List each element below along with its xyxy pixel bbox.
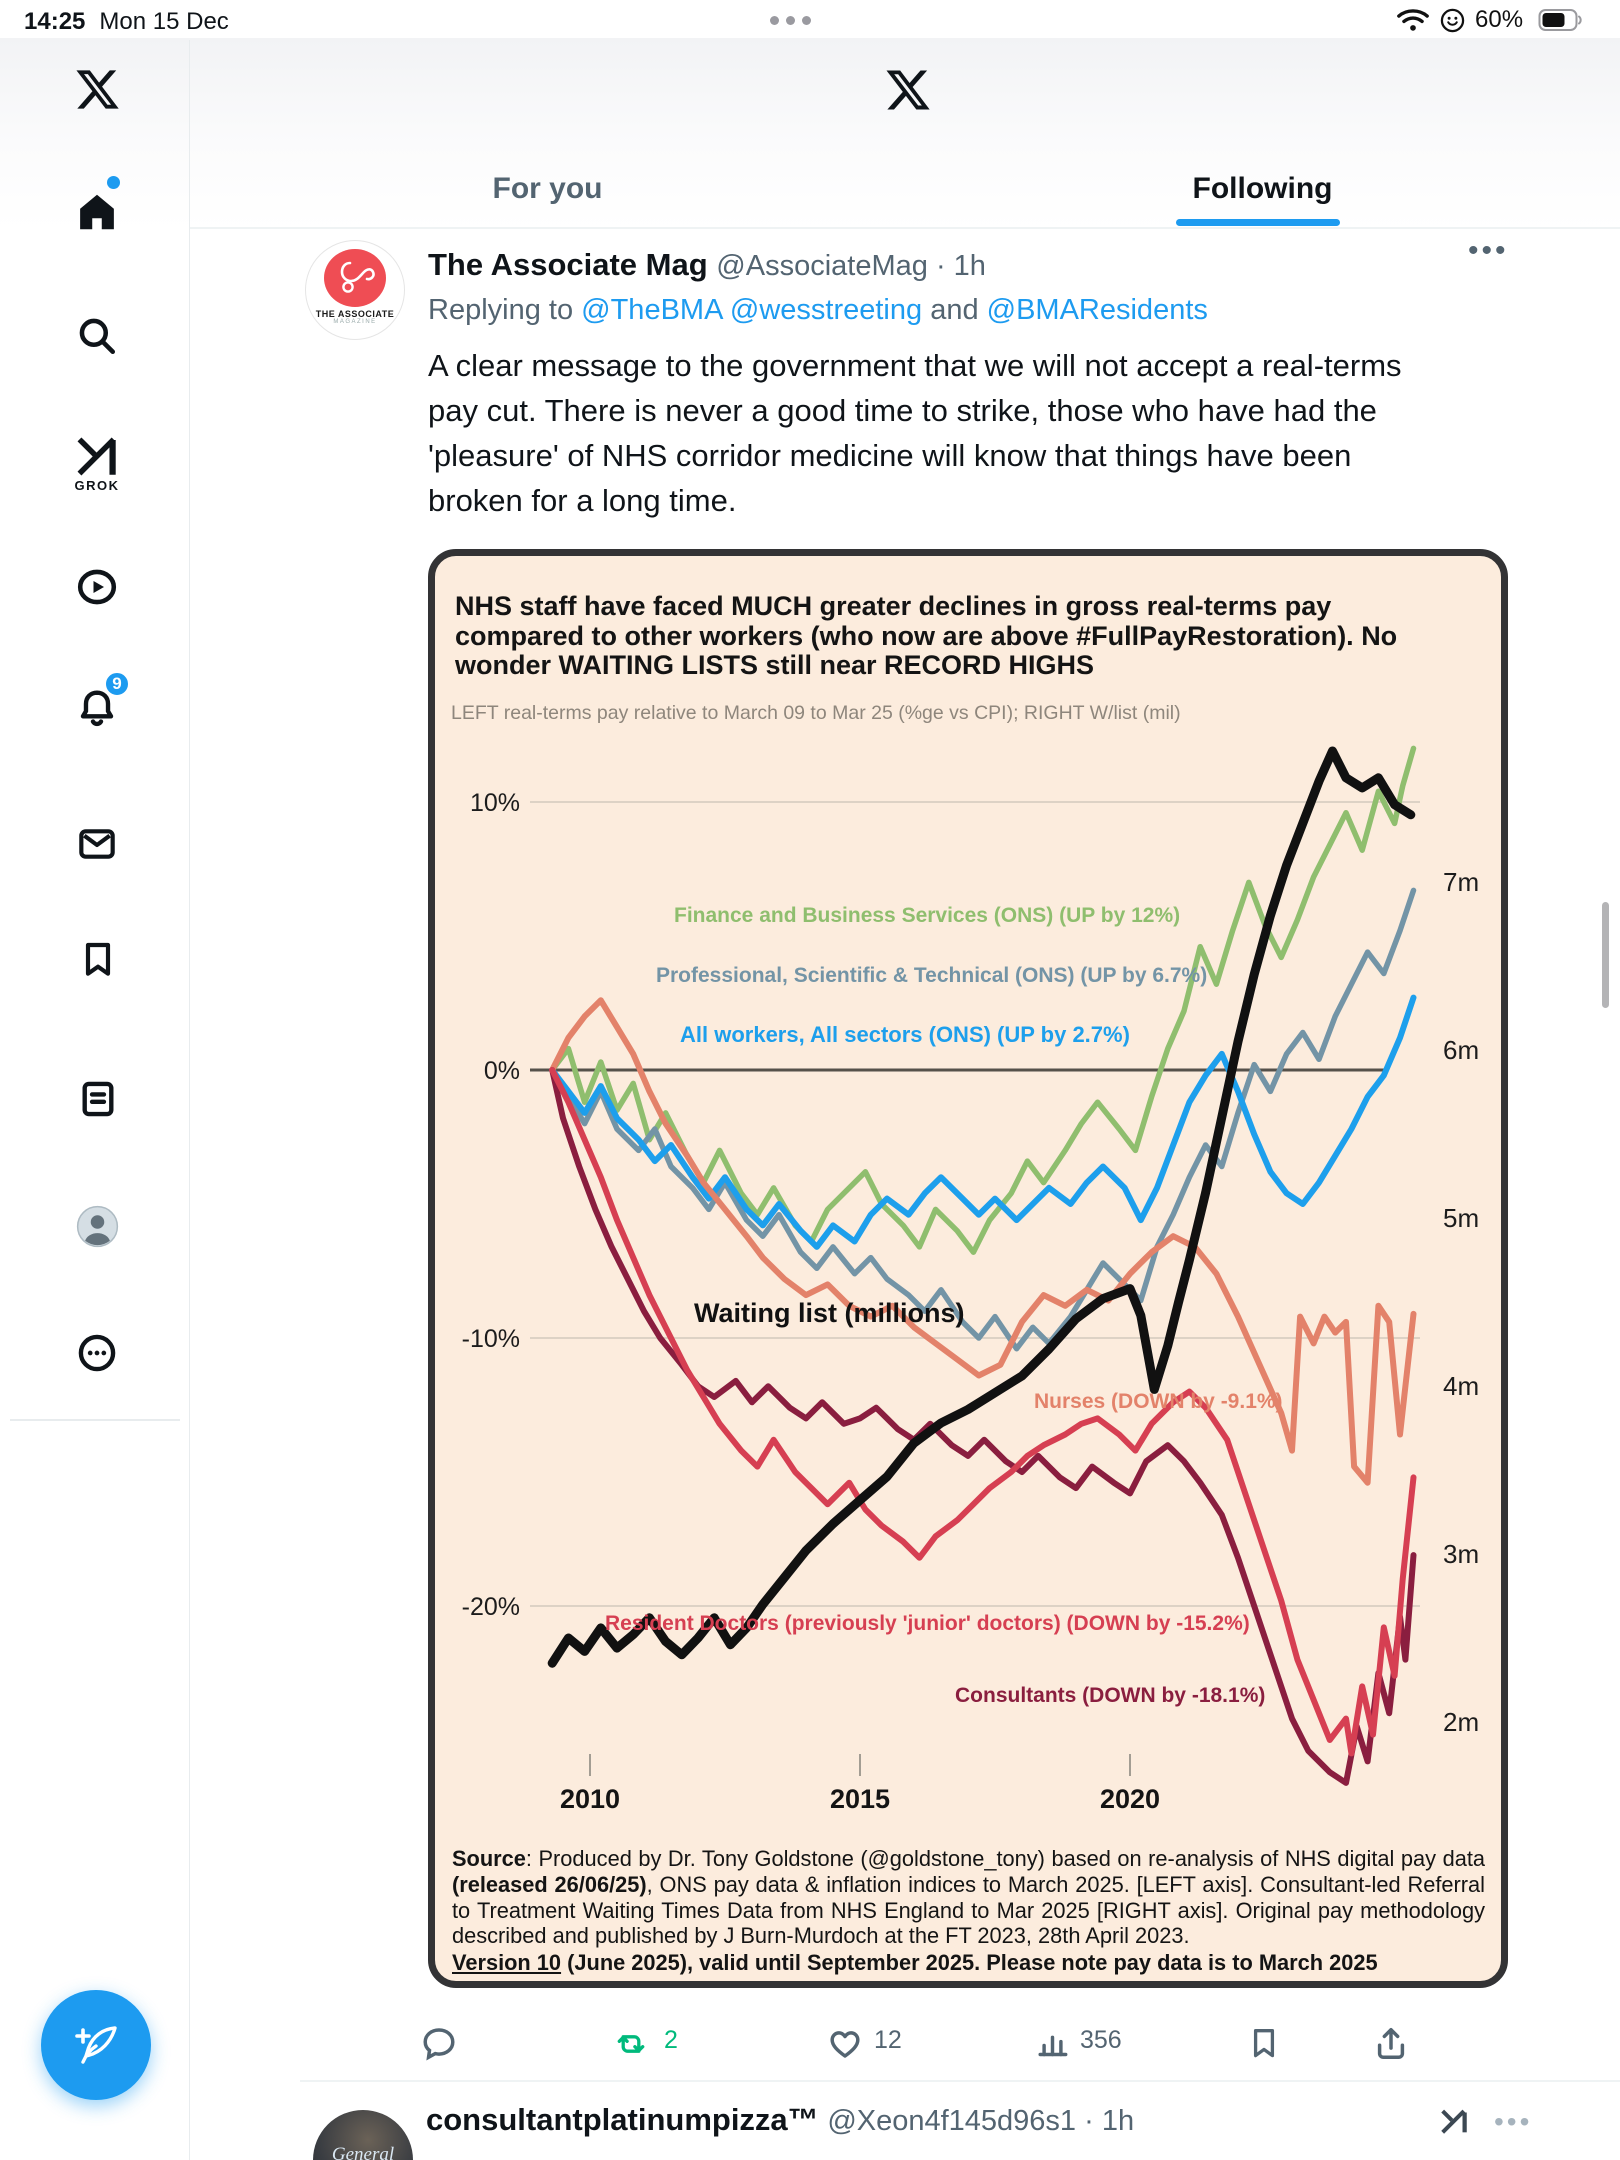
grok-label: GROK (74, 478, 120, 493)
avatar-text-line1: THE ASSOCIATE (315, 309, 395, 319)
tweet2-handle[interactable]: @Xeon4f145d96s1 (827, 2105, 1077, 2137)
reply-icon[interactable] (420, 2024, 458, 2062)
like-icon[interactable] (826, 2025, 864, 2063)
home-unread-dot (107, 176, 120, 189)
bookmark-icon[interactable] (1246, 2024, 1282, 2062)
series-label-professional: Professional, Scientific & Technical (ON… (656, 964, 1208, 987)
battery-icon (1538, 9, 1582, 31)
status-right-cluster: 60% (1396, 6, 1590, 34)
notification-badge: 9 (103, 670, 131, 698)
retweet-icon[interactable] (612, 2026, 650, 2062)
tab-following[interactable]: Following (1192, 172, 1333, 205)
tweet-timestamp: · 1h (935, 250, 986, 282)
series-label-waiting-list: Waiting list (millions) (694, 1298, 965, 1328)
tweet-more-icon[interactable]: ••• (1468, 234, 1509, 267)
reply-mention-bmaresidents[interactable]: @BMAResidents (986, 294, 1208, 326)
reply-mention-wesstreeting[interactable]: @wesstreeting (729, 294, 923, 326)
tweet-media-chart[interactable]: 10% 0% -10% -20% 7m 6m 5m 4m 3m 2m 2010 2015 2020 NH… (428, 549, 1508, 1988)
header-gradient (0, 38, 1620, 230)
like-count[interactable]: 12 (874, 2026, 902, 2054)
lists-icon[interactable] (77, 1078, 119, 1120)
svg-text:2010: 2010 (560, 1784, 620, 1814)
svg-text:10%: 10% (470, 789, 520, 817)
status-date: Mon 15 Dec (99, 8, 229, 35)
chart-version-text: Version 10 (June 2025), valid until Sept… (452, 1950, 1378, 1975)
chart-source-text: Source: Produced by Dr. Tony Goldstone (… (452, 1846, 1485, 1949)
notifications-bell-icon[interactable] (76, 686, 118, 728)
chart-plot: 10% 0% -10% -20% 7m 6m 5m 4m 3m 2m 2010 2015 2020 (462, 745, 1479, 1814)
sidebar-section-divider (10, 1419, 180, 1421)
svg-text:7m: 7m (1443, 867, 1479, 897)
tweet2-more-icon[interactable]: ••• (1494, 2106, 1533, 2137)
status-time: 14:25 Mon 15 Dec (24, 8, 229, 35)
tweet2-display-name[interactable]: consultantplatinumpizza™ (426, 2102, 819, 2137)
tweet2-avatar[interactable]: General Medical (313, 2110, 413, 2160)
svg-text:2020: 2020 (1100, 1784, 1160, 1814)
x-logo-header (886, 70, 930, 110)
tweet-display-name[interactable]: The Associate Mag (428, 247, 708, 282)
series-label-resident-doctors: Resident Doctors (previously 'junior' do… (605, 1612, 1250, 1635)
tweet-avatar[interactable]: THE ASSOCIATE MAGAZINE (305, 240, 405, 340)
tweet-divider (300, 2080, 1620, 2082)
home-icon[interactable] (75, 190, 119, 234)
tweet-body-line: 'pleasure' of NHS corridor medicine will… (428, 438, 1352, 473)
svg-text:2015: 2015 (830, 1784, 890, 1814)
svg-text:5m: 5m (1443, 1203, 1479, 1233)
tweet-body-line: A clear message to the government that w… (428, 348, 1402, 383)
avatar-logo-mark (324, 249, 386, 307)
tweet2-avatar-text: General Medical (331, 2144, 395, 2160)
svg-text:-10%: -10% (462, 1325, 520, 1353)
header-divider (190, 227, 1620, 229)
battery-percent: 60% (1475, 6, 1524, 33)
profile-avatar-icon[interactable] (75, 1204, 120, 1249)
series-label-consultants: Consultants (DOWN by -18.1%) (955, 1684, 1266, 1707)
wifi-icon (1397, 9, 1429, 31)
tweet2-header: consultantplatinumpizza™ @Xeon4f145d96s1… (426, 2102, 1134, 2138)
search-icon[interactable] (76, 315, 118, 357)
tweet-body-line: broken for a long time. (428, 483, 737, 518)
series-label-nurses: Nurses (DOWN by -9.1%) (1034, 1390, 1283, 1413)
grok-icon[interactable] (74, 434, 120, 478)
tweet-header: The Associate Mag @AssociateMag · 1h (428, 247, 986, 283)
series-label-all-workers: All workers, All sectors (ONS) (UP by 2.… (680, 1022, 1130, 1047)
video-icon[interactable] (75, 566, 119, 608)
tweet2-timestamp: · 1h (1084, 2105, 1135, 2137)
x-logo-sidebar[interactable] (74, 66, 121, 113)
tweet2-grok-icon[interactable] (1437, 2102, 1471, 2140)
bookmarks-icon[interactable] (78, 938, 118, 980)
chart-canvas: 10% 0% -10% -20% 7m 6m 5m 4m 3m 2m 2010 2015 2020 NH… (435, 556, 1501, 1981)
sidebar-divider (189, 40, 190, 2160)
replying-to-line: Replying to @TheBMA @wesstreeting and @B… (428, 294, 1208, 326)
share-icon[interactable] (1372, 2023, 1410, 2063)
avatar-text-line2: MAGAZINE (333, 319, 377, 325)
svg-text:6m: 6m (1443, 1035, 1479, 1065)
chart-subtitle: LEFT real-terms pay relative to March 09… (451, 702, 1181, 724)
svg-text:0%: 0% (484, 1057, 520, 1085)
svg-text:2m: 2m (1443, 1707, 1479, 1737)
tweet-body-line: pay cut. There is never a good time to s… (428, 393, 1377, 428)
tweet-handle[interactable]: @AssociateMag (716, 250, 928, 282)
multitask-grabber-icon[interactable] (770, 16, 811, 25)
scrollbar-thumb[interactable] (1602, 902, 1609, 1008)
compose-button[interactable] (41, 1990, 151, 2100)
reply-mention-thebma[interactable]: @TheBMA (581, 294, 722, 326)
tab-active-underline (1176, 219, 1340, 226)
more-icon[interactable] (76, 1332, 118, 1374)
messages-icon[interactable] (76, 824, 118, 864)
chart-title: NHS staff have faced MUCH greater declin… (455, 591, 1398, 680)
views-count[interactable]: 356 (1080, 2026, 1122, 2054)
tab-for-you[interactable]: For you (492, 172, 603, 205)
focus-smiley-icon (1440, 8, 1465, 32)
svg-text:4m: 4m (1443, 1371, 1479, 1401)
views-icon[interactable] (1036, 2026, 1072, 2062)
series-label-finance: Finance and Business Services (ONS) (UP … (674, 904, 1181, 927)
svg-text:3m: 3m (1443, 1539, 1479, 1569)
svg-text:-20%: -20% (462, 1593, 520, 1621)
compose-feather-icon (75, 2026, 117, 2064)
retweet-count[interactable]: 2 (664, 2026, 678, 2054)
